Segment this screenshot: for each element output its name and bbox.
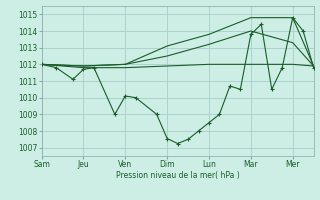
X-axis label: Pression niveau de la mer( hPa ): Pression niveau de la mer( hPa ) (116, 171, 239, 180)
